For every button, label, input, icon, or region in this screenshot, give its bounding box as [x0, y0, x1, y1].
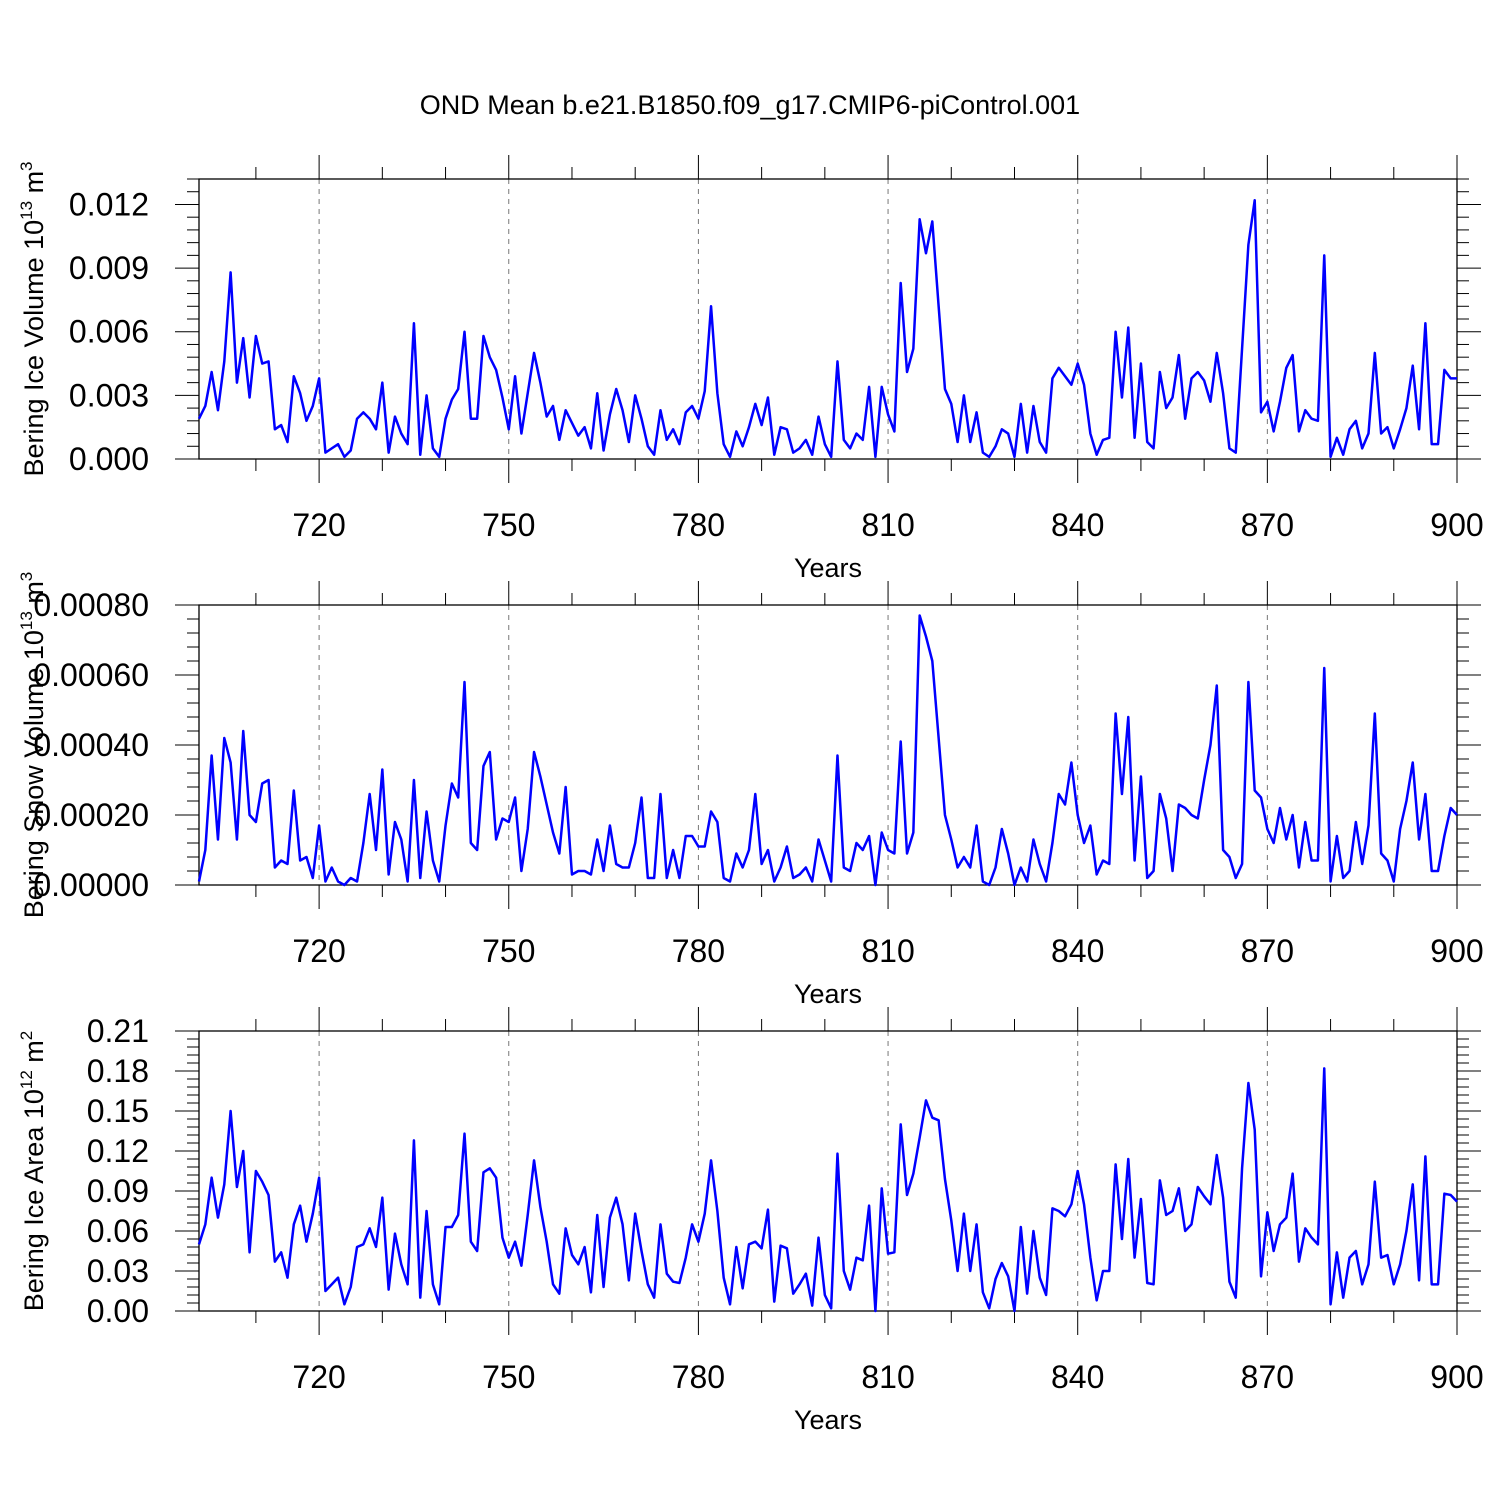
y-tick-label: 0.00080 — [33, 587, 149, 623]
y-tick-label: 0.18 — [87, 1053, 149, 1089]
x-tick-label: 810 — [861, 507, 914, 543]
y-tick-label: 0.06 — [87, 1213, 149, 1249]
x-tick-label: 720 — [292, 1359, 345, 1395]
plot-frame — [198, 1030, 1458, 1312]
series-line — [197, 1067, 1458, 1313]
y-tick-label: 0.03 — [87, 1253, 149, 1289]
x-tick-label: 720 — [292, 507, 345, 543]
y-tick-label: 0.012 — [69, 186, 149, 222]
x-tick-label: 780 — [672, 507, 725, 543]
panel-2: 720 750 780 810 840 870 900 0.00000 0.00020 0.000… — [17, 572, 1484, 1009]
y-tick-label: 0.09 — [87, 1173, 149, 1209]
x-tick-label: 840 — [1051, 1359, 1104, 1395]
x-tick-label: 750 — [482, 507, 535, 543]
panel-3: 720 750 780 810 840 870 900 0.00 0.03 0.06 0.09 0.1… — [17, 1007, 1484, 1435]
x-tick-label: 870 — [1241, 933, 1294, 969]
y-axis-label-unit: m — [19, 581, 49, 611]
y-axis-label-text: Bering Ice Volume 10 — [19, 220, 49, 477]
y-tick-label: 0.21 — [87, 1013, 149, 1049]
panels: 720 750 780 810 840 870 9000.0000.0030.0060.00… — [17, 155, 1484, 1435]
y-tick-label: 0.000 — [69, 441, 149, 477]
x-tick-label: 750 — [482, 933, 535, 969]
x-tick-label: 900 — [1430, 1359, 1483, 1395]
x-tick-label: 810 — [861, 933, 914, 969]
y-tick-label: 0.15 — [87, 1093, 149, 1129]
y-axis-label: Bering Ice Area 1012 m2 — [17, 1031, 49, 1312]
figure-title: OND Mean b.e21.B1850.f09_g17.CMIP6-piCon… — [420, 90, 1080, 120]
y-tick-label: 0.00060 — [33, 657, 149, 693]
y-tick-label: 0.00 — [87, 1293, 149, 1329]
y-axis-label-unit-exp: 3 — [17, 161, 36, 170]
x-tick-label: 810 — [861, 1359, 914, 1395]
x-tick-label: 840 — [1051, 933, 1104, 969]
x-tick-label: 780 — [672, 933, 725, 969]
x-axis-label: Years — [794, 1405, 862, 1435]
panel-1: 720 750 780 810 840 870 900 0.000 0.003 0.006 0.00… — [17, 155, 1484, 583]
y-tick-label: 0.00020 — [33, 797, 149, 833]
y-axis-label-exp: 13 — [17, 611, 36, 630]
series-line — [197, 198, 1457, 459]
y-axis-label-unit-exp: 3 — [17, 572, 36, 581]
y-tick-label: 0.006 — [69, 314, 149, 350]
x-tick-label: 900 — [1430, 507, 1483, 543]
y-axis-label: Bering Ice Volume 1013 m3 — [17, 161, 49, 476]
x-tick-label: 870 — [1241, 507, 1294, 543]
y-tick-label: 0.009 — [69, 250, 149, 286]
x-tick-label: 720 — [292, 933, 345, 969]
series-line — [197, 614, 1458, 887]
y-axis-label-exp: 13 — [17, 201, 36, 220]
x-tick-label: 750 — [482, 1359, 535, 1395]
y-axis-label-unit: m — [19, 1040, 49, 1070]
y-tick-label: 0.00000 — [33, 867, 149, 903]
y-axis-label-unit: m — [19, 171, 49, 201]
y-axis-label-unit-exp: 2 — [17, 1031, 36, 1040]
y-axis-label: Bering Snow Volume 1013 m3 — [17, 572, 49, 919]
x-axis-label: Years — [794, 553, 862, 583]
y-tick-label: 0.12 — [87, 1133, 149, 1169]
y-axis-label-text: Bering Snow Volume 10 — [19, 630, 49, 918]
y-tick-label: 0.00040 — [33, 727, 149, 763]
x-tick-label: 900 — [1430, 933, 1483, 969]
y-tick-label: 0.003 — [69, 377, 149, 413]
x-tick-label: 840 — [1051, 507, 1104, 543]
y-axis-label-text: Bering Ice Area 10 — [19, 1089, 49, 1311]
x-axis-label: Years — [794, 979, 862, 1009]
x-tick-label: 780 — [672, 1359, 725, 1395]
x-tick-label: 870 — [1241, 1359, 1294, 1395]
y-axis-label-exp: 12 — [17, 1070, 36, 1089]
